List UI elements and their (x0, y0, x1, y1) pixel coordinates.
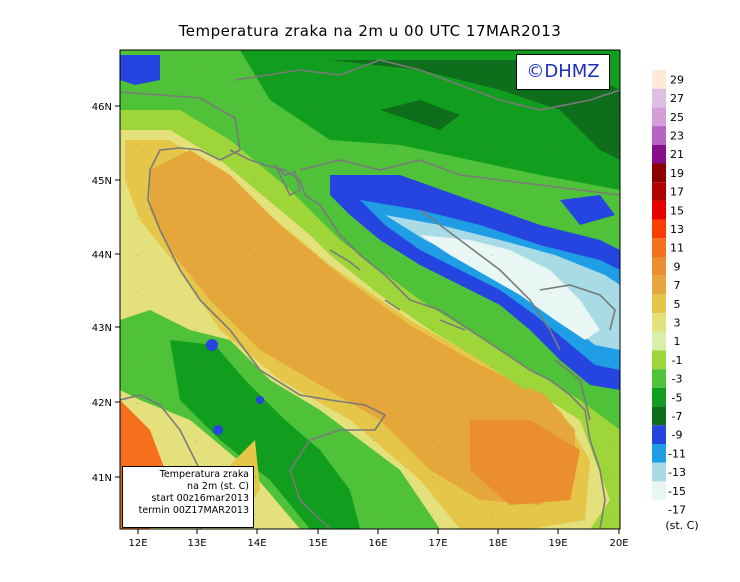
y-tick-label: 46N (92, 102, 112, 113)
legend-swatch (652, 387, 666, 407)
legend-swatch (652, 350, 666, 370)
legend-label: 3 (674, 316, 681, 329)
legend-label: -13 (668, 466, 686, 479)
legend-label: -1 (672, 354, 683, 367)
legend-swatch (652, 331, 666, 351)
legend-label: -17 (668, 503, 686, 516)
y-tick-label: 42N (92, 398, 112, 409)
legend-swatch (652, 88, 666, 108)
legend-swatch (652, 238, 666, 257)
legend-swatch (652, 70, 666, 89)
legend-label: -3 (672, 373, 683, 386)
map-title: Temperatura zraka na 2m u 00 UTC 17MAR20… (178, 22, 562, 40)
coastlines (120, 59, 620, 529)
legend-label: 21 (670, 148, 684, 161)
info-line: termin 00Z17MAR2013 (138, 505, 249, 516)
x-tick-label: 16E (368, 538, 387, 549)
legend-label: 9 (674, 260, 681, 273)
legend-label: -7 (672, 410, 683, 423)
x-tick-label: 15E (308, 538, 327, 549)
legend-label: 27 (670, 92, 684, 105)
x-tick-label: 20E (609, 538, 628, 549)
legend-label: 29 (670, 73, 684, 86)
legend-label: -15 (668, 485, 686, 498)
legend-swatch (652, 144, 666, 164)
y-axis (115, 105, 120, 478)
x-tick-label: 13E (187, 538, 206, 549)
legend-swatch (652, 219, 666, 239)
info-box: Temperatura zraka na 2m (st. C) start 00… (122, 466, 254, 528)
info-line: start 00z16mar2013 (151, 493, 249, 504)
legend-swatch (652, 444, 666, 463)
legend-label: -5 (672, 391, 683, 404)
y-tick-label: 44N (92, 250, 112, 261)
legend-swatch (652, 163, 666, 183)
info-line: na 2m (st. C) (187, 481, 249, 492)
legend-swatch (652, 481, 666, 501)
legend-swatch (652, 425, 666, 444)
legend-label: 17 (670, 186, 684, 199)
color-legend: 29 27 25 23 21 19 17 15 13 11 9 7 5 3 1 -1 -3 -5 -7 -9 -11 -1… (652, 70, 686, 516)
legend-swatch (652, 126, 666, 145)
plot-frame (119, 49, 621, 530)
y-tick-label: 41N (92, 473, 112, 484)
x-tick-label: 12E (128, 538, 147, 549)
x-tick-label: 17E (428, 538, 447, 549)
legend-label: 7 (674, 279, 681, 292)
legend-swatch (652, 257, 666, 276)
x-axis (137, 529, 620, 534)
copyright-badge: ©DHMZ (516, 54, 610, 90)
legend-swatch (652, 369, 666, 388)
legend-label: 15 (670, 204, 684, 217)
x-tick-label: 19E (548, 538, 567, 549)
legend-label: -9 (672, 429, 683, 442)
legend-label: 13 (670, 223, 684, 236)
legend-swatch (652, 182, 666, 201)
legend-swatch (652, 406, 666, 426)
legend-label: -11 (668, 447, 686, 460)
legend-label: 23 (670, 129, 684, 142)
x-tick-label: 14E (247, 538, 266, 549)
legend-swatch (652, 275, 666, 295)
legend-label: 5 (674, 298, 681, 311)
legend-label: 25 (670, 111, 684, 124)
temperature-field (120, 50, 620, 529)
x-tick-label: 18E (488, 538, 507, 549)
legend-swatch (652, 200, 666, 220)
legend-swatch (652, 294, 666, 314)
info-line: Temperatura zraka (159, 469, 249, 480)
y-tick-label: 43N (92, 323, 112, 334)
legend-unit: (st. C) (665, 519, 698, 532)
legend-label: 1 (674, 335, 681, 348)
legend-swatch (652, 107, 666, 127)
legend-label: 19 (670, 167, 684, 180)
legend-label: 11 (670, 242, 684, 255)
legend-swatch (652, 462, 666, 482)
y-tick-label: 45N (92, 176, 112, 187)
legend-swatch (652, 313, 666, 332)
